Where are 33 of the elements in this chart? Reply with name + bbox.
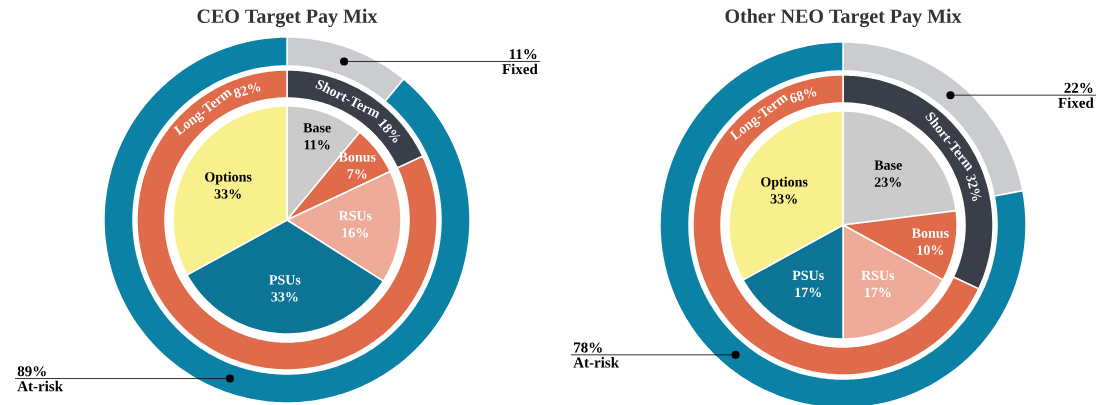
slice-label: Bonus — [911, 228, 949, 238]
slice-label: At-risk — [17, 380, 63, 392]
slice-label: Base — [303, 123, 331, 133]
chart-title: Other NEO Target Pay Mix — [725, 8, 962, 28]
slice-label: Fixed — [1058, 97, 1094, 108]
slice-label: Bonus — [338, 152, 376, 162]
data-label: 22% — [1064, 82, 1093, 93]
slice-label: Options — [761, 176, 808, 190]
data-label: 89% — [17, 366, 46, 377]
chart-title: CEO Target Pay Mix — [197, 8, 378, 28]
slice-label: Base — [874, 160, 902, 170]
data-label: 17% — [795, 287, 821, 298]
slice-label: At-risk — [573, 357, 620, 368]
data-label: 33% — [770, 194, 797, 204]
data-label: 17% — [864, 287, 891, 298]
slice-label: RSUs — [338, 211, 372, 221]
slice-label: Fixed — [502, 63, 538, 75]
data-label: 10% — [917, 245, 944, 255]
slice-label: PSUs — [269, 275, 301, 285]
data-label: 33% — [214, 189, 241, 199]
data-label: 7% — [347, 169, 367, 179]
data-label: 33% — [271, 292, 298, 302]
slice-label: RSUs — [861, 270, 895, 281]
data-label: 68% — [790, 87, 817, 103]
data-label: 11% — [509, 49, 537, 60]
data-label: 78% — [574, 342, 602, 353]
slice-label: Options — [205, 171, 252, 185]
data-label: 32% — [966, 174, 982, 202]
data-label: 82% — [233, 82, 261, 98]
data-label: 11% — [304, 140, 330, 150]
data-label: 23% — [874, 177, 901, 187]
slice-label: PSUs — [792, 270, 824, 281]
data-label: 16% — [342, 228, 368, 238]
